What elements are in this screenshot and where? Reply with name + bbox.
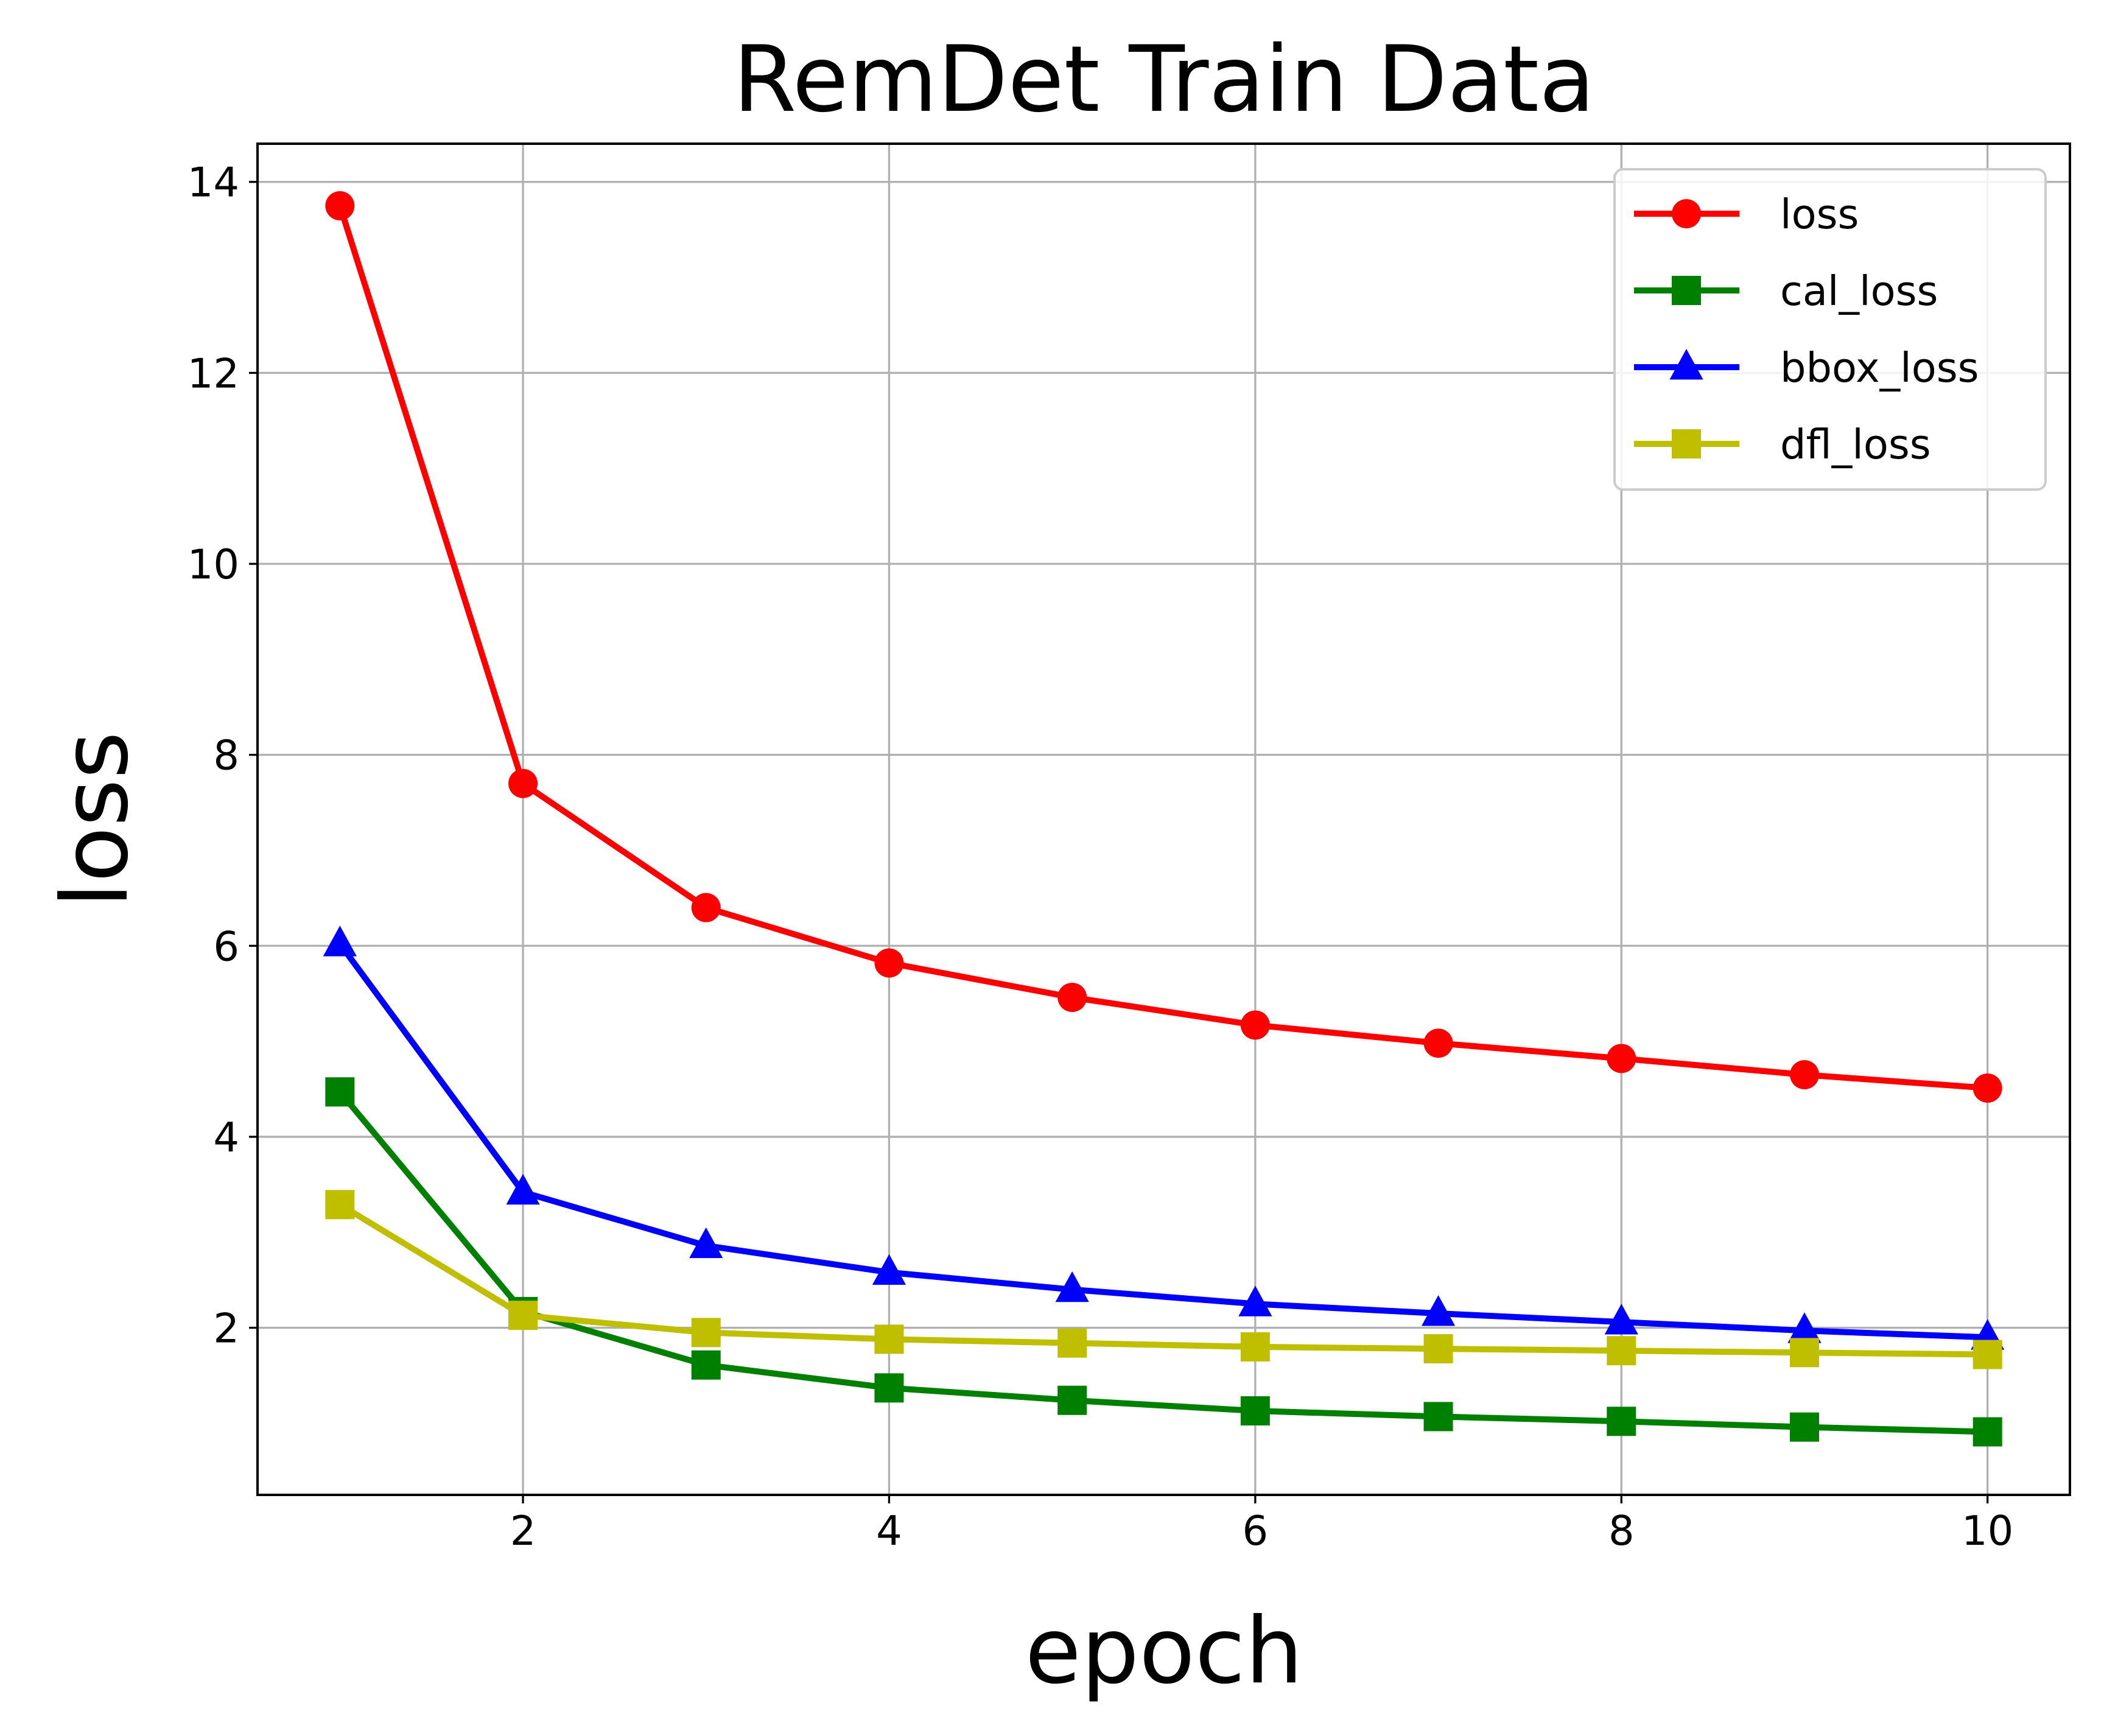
data-point-dfl_loss — [1240, 1332, 1270, 1362]
data-point-loss — [1423, 1028, 1453, 1058]
series-line-dfl_loss — [338, 1201, 1988, 1358]
data-point-dfl_loss — [691, 1318, 721, 1348]
legend-entry-dfl_loss: dfl_loss — [1634, 421, 1931, 468]
axis-ticks: 2 4 6 8 10 2 4 6 8 10 12 14 — [188, 159, 2014, 1555]
series-loss — [325, 191, 2002, 1103]
x-tick-label: 2 — [510, 1507, 536, 1555]
data-point-cal_loss — [1789, 1412, 1819, 1442]
data-point-loss — [1972, 1073, 2002, 1103]
y-tick-label: 4 — [213, 1114, 239, 1161]
data-point-cal_loss — [1607, 1407, 1636, 1436]
data-point-loss — [325, 191, 355, 220]
data-point-bbox_loss — [1604, 1304, 1638, 1335]
data-point-bbox_loss — [323, 926, 357, 957]
data-point-bbox_loss — [506, 1173, 540, 1205]
data-point-cal_loss — [1057, 1385, 1087, 1415]
legend-marker-loss — [1672, 199, 1701, 228]
series-line-bbox_loss — [337, 942, 1988, 1341]
data-point-bbox_loss — [1787, 1312, 1822, 1343]
data-point-dfl_loss — [1972, 1340, 2002, 1369]
legend-label-loss: loss — [1780, 191, 1859, 238]
data-point-loss — [1240, 1010, 1270, 1040]
data-point-cal_loss — [1423, 1402, 1453, 1432]
data-point-dfl_loss — [1423, 1334, 1453, 1364]
legend-entry-cal_loss: cal_loss — [1634, 267, 1938, 315]
legend-entry-loss: loss — [1634, 191, 1859, 238]
data-point-dfl_loss — [1057, 1328, 1087, 1358]
y-axis-label: loss — [43, 731, 149, 908]
y-tick-label: 12 — [188, 350, 239, 397]
legend-entry-bbox_loss: bbox_loss — [1634, 344, 1979, 392]
data-point-bbox_loss — [1421, 1295, 1456, 1326]
data-point-cal_loss — [325, 1077, 355, 1107]
x-tick-label: 6 — [1243, 1507, 1269, 1555]
data-point-cal_loss — [874, 1373, 904, 1403]
data-point-loss — [1607, 1044, 1636, 1074]
plot-frame — [256, 142, 2071, 1496]
legend-label-dfl_loss: dfl_loss — [1780, 421, 1931, 468]
legend-marker-dfl_loss — [1672, 429, 1701, 459]
x-axis-label: epoch — [1025, 1598, 1303, 1704]
data-point-dfl_loss — [1607, 1336, 1636, 1366]
x-tick-label: 8 — [1608, 1507, 1635, 1555]
legend-marker-bbox_loss — [1669, 349, 1703, 380]
data-point-bbox_loss — [689, 1227, 723, 1259]
data-point-loss — [508, 768, 538, 798]
data-point-bbox_loss — [1238, 1285, 1272, 1316]
y-tick-label: 6 — [213, 922, 239, 970]
legend-frame — [1613, 168, 2047, 491]
data-point-loss — [1057, 982, 1087, 1012]
data-point-dfl_loss — [1789, 1338, 1819, 1368]
series-line-loss — [337, 205, 1988, 1091]
data-point-bbox_loss — [872, 1254, 906, 1285]
y-tick-label: 8 — [213, 732, 239, 779]
data-point-loss — [874, 948, 904, 978]
data-point-dfl_loss — [508, 1301, 538, 1330]
series-line-cal_loss — [337, 1090, 1988, 1435]
y-tick-label: 2 — [213, 1305, 239, 1352]
series-layer — [323, 191, 2005, 1447]
y-tick-label: 10 — [188, 541, 239, 588]
data-point-cal_loss — [691, 1350, 721, 1380]
legend-label-bbox_loss: bbox_loss — [1780, 344, 1979, 392]
data-point-bbox_loss — [1055, 1271, 1089, 1302]
data-point-loss — [691, 893, 721, 922]
data-point-cal_loss — [1240, 1396, 1270, 1425]
data-point-loss — [1789, 1060, 1819, 1089]
legend: loss cal_loss bbox_loss dfl_loss — [1613, 168, 2047, 491]
data-point-cal_loss — [1972, 1417, 2002, 1447]
y-tick-label: 14 — [188, 159, 239, 206]
x-tick-label: 4 — [876, 1507, 902, 1555]
series-dfl_loss — [325, 1190, 2002, 1369]
legend-marker-cal_loss — [1672, 276, 1701, 305]
data-point-dfl_loss — [325, 1190, 355, 1220]
chart-title: RemDet Train Data — [733, 27, 1595, 133]
data-point-dfl_loss — [874, 1324, 904, 1354]
x-tick-label: 10 — [1962, 1507, 2013, 1555]
legend-label-cal_loss: cal_loss — [1780, 267, 1938, 315]
